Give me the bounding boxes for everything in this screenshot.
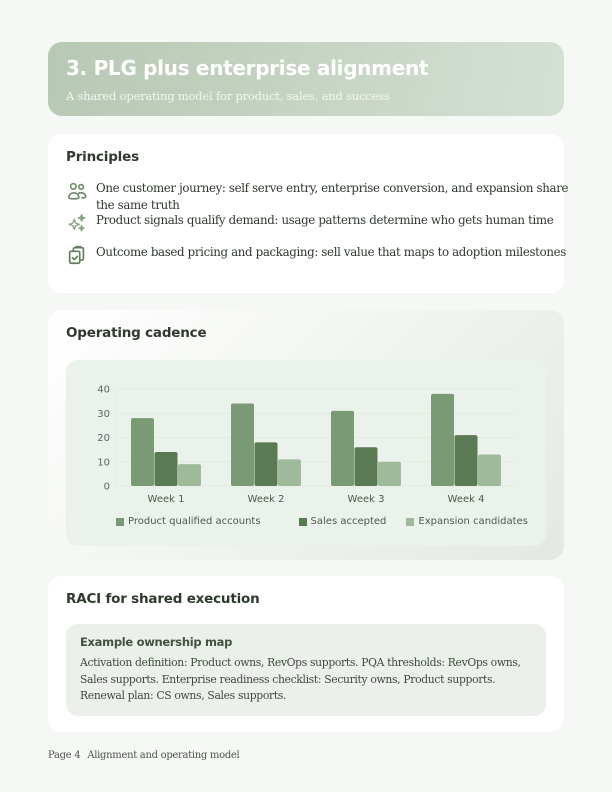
- bar: [378, 461, 401, 486]
- bar: [431, 393, 454, 486]
- page-footer: Page 4 Alignment and operating model: [48, 750, 240, 761]
- footer-section: Alignment and operating model: [87, 750, 240, 761]
- y-tick-label: 40: [97, 385, 110, 396]
- principles-title: Principles: [66, 149, 139, 165]
- bar: [454, 435, 478, 486]
- legend-label: Product qualified accounts: [128, 516, 261, 527]
- ownership-map-text: Activation definition: Product owns, Rev…: [80, 656, 521, 702]
- y-tick-label: 0: [104, 482, 110, 493]
- bar: [254, 442, 278, 486]
- legend-swatch: [298, 517, 307, 526]
- chart-canvas: 0 10 20 30 40 Week 1 Week 2 Week 3 Week 4: [97, 385, 516, 505]
- ownership-map-title: Example ownership map: [80, 635, 233, 649]
- page-header: 3. PLG plus enterprise alignment A share…: [48, 42, 564, 116]
- chart-legend: Product qualified accounts Sales accepted…: [116, 516, 528, 527]
- page-number: Page 4: [48, 750, 81, 761]
- principle-item: Product signals qualify demand: usage pa…: [66, 212, 576, 234]
- bar: [231, 403, 254, 486]
- legend-label: Expansion candidates: [418, 516, 528, 527]
- principle-text: Outcome based pricing and packaging: sel…: [96, 245, 566, 259]
- sparkles-icon: [68, 214, 86, 232]
- cadence-card: Operating cadence 0 10 20 30 40 Week 1 Week 2 W…: [48, 310, 564, 560]
- x-tick-label: Week 3: [348, 494, 385, 505]
- raci-card: RACI for shared execution Example owners…: [48, 576, 564, 732]
- page-subtitle: A shared operating model for product, sa…: [66, 89, 390, 103]
- y-tick-label: 10: [97, 457, 110, 468]
- bar: [131, 418, 154, 486]
- bar: [331, 410, 354, 486]
- legend-label: Sales accepted: [310, 516, 387, 527]
- principle-item: Outcome based pricing and packaging: sel…: [66, 244, 576, 266]
- ownership-map-box: Example ownership map Activation definit…: [66, 624, 546, 716]
- legend-item: Product qualified accounts: [116, 516, 261, 527]
- principles-card: Principles One customer journey: self se…: [48, 134, 568, 293]
- users-icon: [67, 182, 87, 200]
- x-tick-label: Week 2: [248, 494, 285, 505]
- bar: [478, 454, 501, 486]
- x-tick-label: Week 4: [448, 494, 485, 505]
- bar: [178, 464, 201, 486]
- principle-text: One customer journey: self serve entry, …: [96, 181, 569, 212]
- legend-swatch: [406, 517, 415, 526]
- bar-chart: 0 10 20 30 40 Week 1 Week 2 Week 3 Week 4 Produc…: [66, 360, 546, 546]
- bar: [154, 452, 178, 486]
- page-title: 3. PLG plus enterprise alignment: [66, 56, 429, 80]
- clipboard-check-icon: [68, 245, 85, 265]
- x-tick-label: Week 1: [148, 494, 185, 505]
- principle-text: Product signals qualify demand: usage pa…: [96, 213, 554, 227]
- legend-swatch: [116, 517, 124, 526]
- principle-item: One customer journey: self serve entry, …: [66, 180, 576, 214]
- y-tick-label: 20: [97, 433, 110, 444]
- raci-title: RACI for shared execution: [66, 591, 260, 607]
- bar: [354, 447, 378, 486]
- legend-item: Expansion candidates: [406, 516, 528, 527]
- legend-item: Sales accepted: [298, 516, 387, 527]
- bar: [278, 459, 301, 486]
- y-tick-label: 30: [97, 409, 110, 420]
- cadence-title: Operating cadence: [66, 325, 207, 341]
